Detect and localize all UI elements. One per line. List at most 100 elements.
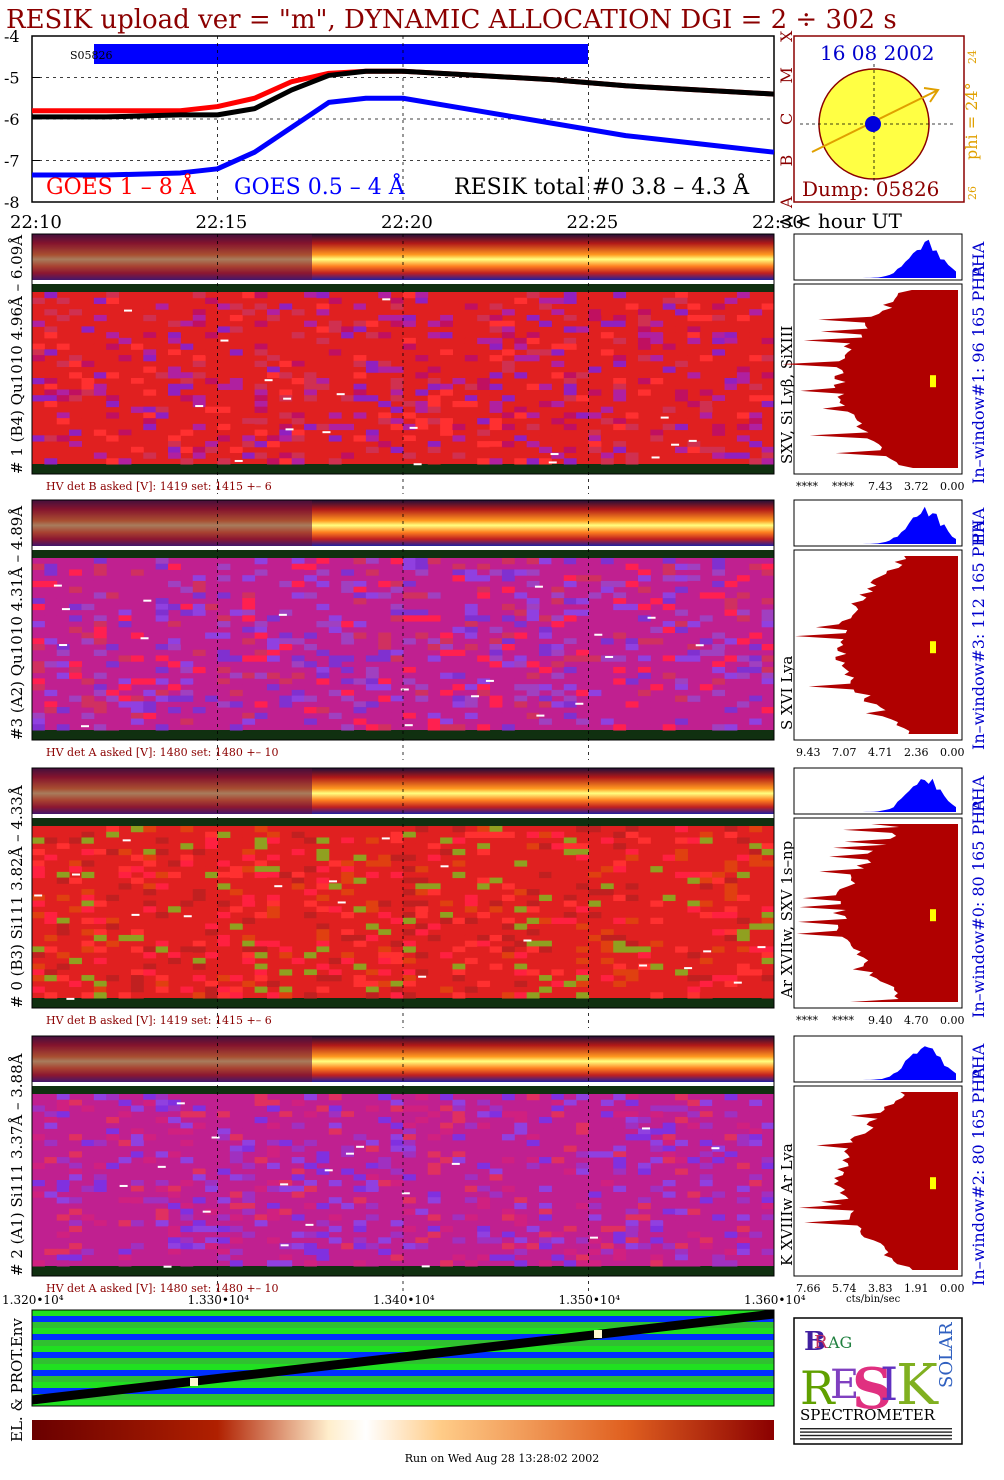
heatmap-cell [143, 848, 157, 856]
heatmap-cell [118, 452, 132, 459]
heatmap-cell [93, 684, 107, 691]
goes-class-letter: B [777, 155, 796, 167]
heatmap-cell [81, 292, 95, 299]
channel-line-label: Ar XVIIw, SXV 1s–np [778, 841, 796, 999]
heatmap-cell [415, 558, 429, 565]
heatmap-cell [69, 1099, 82, 1106]
heatmap-hot-pixel [418, 975, 427, 978]
heatmap-cell [390, 655, 404, 662]
heatmap-cell [576, 395, 589, 402]
heatmap-cell [489, 452, 503, 459]
time-tick-label: 22:25 [567, 212, 619, 233]
heatmap-cell [130, 343, 144, 350]
heatmap-cell [687, 1220, 701, 1227]
heatmap-cell [452, 701, 466, 708]
heatmap-cell [32, 395, 45, 402]
heatmap-cell [675, 826, 688, 833]
heatmap-cell [93, 297, 107, 304]
heatmap-cell [761, 446, 775, 454]
heatmap-cell [514, 609, 528, 616]
heatmap-cell [180, 1202, 194, 1210]
heatmap-cell [81, 906, 95, 913]
heatmap-cell [266, 837, 280, 844]
heatmap-cell [378, 1202, 392, 1210]
heatmap-cell [761, 372, 775, 379]
heatmap-hot-pixel [202, 1210, 211, 1213]
heatmap-cell [365, 332, 379, 339]
heatmap-cell [353, 1260, 367, 1267]
heatmap-cell [675, 418, 688, 425]
heatmap-cell [242, 309, 256, 316]
spectrum-tick-label: 5.74 [832, 1282, 857, 1295]
heatmap-cell [687, 332, 701, 339]
heatmap-cell [81, 678, 95, 685]
heatmap-cell [675, 684, 688, 691]
heatmap-cell [365, 1180, 379, 1187]
heatmap-hot-pixel [548, 461, 557, 464]
heatmap-cell [736, 314, 750, 322]
heatmap-cell [613, 678, 627, 685]
heatmap-cell [403, 929, 416, 936]
heatmap-cell [761, 1237, 775, 1244]
heatmap-cell [600, 372, 614, 379]
heatmap-cell [155, 406, 169, 413]
heatmap-cell [415, 900, 429, 907]
heatmap-cell [415, 689, 429, 697]
heatmap-cell [427, 320, 441, 327]
heatmap-cell [390, 423, 404, 431]
heatmap-cell [378, 980, 392, 988]
heatmap-cell [637, 575, 651, 582]
heatmap-cell [56, 877, 70, 884]
heatmap-cell [81, 1185, 95, 1192]
heatmap-cell [440, 689, 453, 697]
heatmap-cell [452, 332, 466, 339]
heatmap-cell [254, 952, 268, 959]
heatmap-cell [279, 946, 293, 953]
heatmap-cell [625, 894, 639, 902]
env-band [32, 1316, 774, 1323]
heatmap-cell [712, 446, 726, 454]
heatmap-cell [675, 1105, 688, 1112]
heatmap-cell [390, 1122, 404, 1129]
heatmap-cell [266, 992, 280, 999]
heatmap-cell [192, 575, 206, 582]
heatmap-cell [328, 661, 342, 668]
heatmap-cell [56, 314, 70, 322]
heatmap-cell [526, 1202, 540, 1210]
heatmap-cell [477, 980, 491, 988]
heatmap-hot-pixel [283, 397, 292, 400]
heatmap-cell [588, 441, 602, 448]
heatmap-cell [217, 934, 231, 942]
heatmap-cell [551, 343, 565, 350]
heatmap-cell [93, 592, 107, 599]
heatmap-cell [440, 1094, 453, 1101]
heatmap-cell [526, 1105, 540, 1112]
heatmap-cell [501, 894, 515, 902]
heatmap-cell [613, 1111, 627, 1118]
heatmap-cell [168, 707, 181, 714]
heatmap-cell [403, 1197, 416, 1204]
heatmap-hot-pixel [471, 695, 480, 698]
heatmap-cell [217, 563, 231, 570]
goes-series-line [32, 95, 775, 178]
heatmap-cell [353, 598, 367, 605]
heatmap-cell [118, 848, 132, 856]
heatmap-cell [130, 383, 144, 390]
heatmap-cell [390, 297, 404, 304]
heatmap-cell [600, 975, 614, 982]
heatmap-cell [390, 609, 404, 616]
heatmap-cell [415, 609, 429, 616]
heatmap-cell [427, 1231, 441, 1238]
heatmap-cell [662, 621, 676, 628]
heatmap-cell [143, 1099, 157, 1106]
channel-heatmap-top-edge [32, 284, 774, 292]
heatmap-cell [316, 946, 330, 953]
brag-resik-solar-logo: B R AG R E S I K SOLAR SPECTROMETER [793, 1317, 963, 1445]
heatmap-cell [452, 452, 466, 459]
heatmap-cell [168, 337, 181, 345]
heatmap-cell [489, 1168, 503, 1175]
heatmap-cell [761, 569, 775, 576]
heatmap-cell [304, 378, 317, 385]
heatmap-cell [761, 1214, 775, 1221]
heatmap-cell [32, 963, 45, 970]
